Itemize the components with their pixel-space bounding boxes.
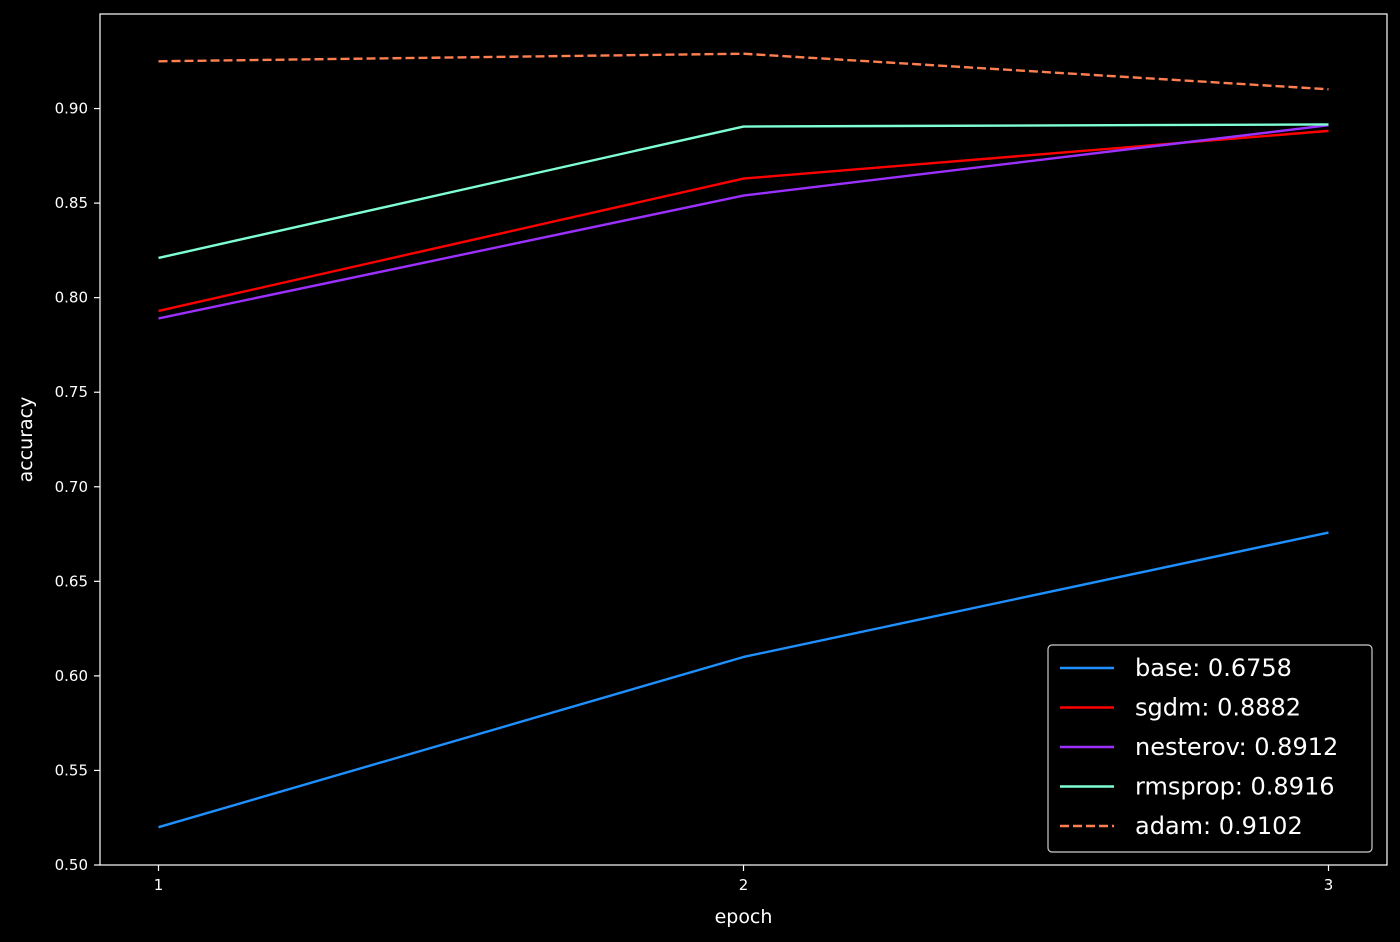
series-layer: [158, 52, 1329, 829]
y-axis-label: accuracy: [15, 397, 37, 483]
series-line-2: [158, 124, 1329, 320]
y-tick-label: 0.50: [55, 856, 88, 874]
series-line-3: [158, 123, 1329, 260]
y-tick-label: 0.55: [55, 761, 88, 779]
x-axis-label: epoch: [715, 906, 773, 928]
y-tick-label: 0.65: [55, 572, 88, 590]
legend-box: [1047, 644, 1373, 853]
x-axis: 1 2 3: [154, 865, 1334, 894]
y-tick-label: 0.70: [55, 478, 88, 496]
y-tick-label: 0.85: [55, 194, 88, 212]
x-tick-label: 3: [1324, 876, 1334, 894]
x-tick-label: 2: [739, 876, 749, 894]
y-tick-label: 0.75: [55, 383, 88, 401]
legend: base: 0.6758 sgdm: 0.8882 nesterov: 0.8912…: [1047, 644, 1373, 853]
legend-label: base: 0.6758: [1135, 654, 1292, 682]
legend-label: nesterov: 0.8912: [1135, 733, 1338, 761]
x-tick-label: 1: [154, 876, 164, 894]
y-tick-label: 0.60: [55, 667, 88, 685]
y-tick-label: 0.80: [55, 289, 88, 307]
y-axis: 0.50 0.55 0.60 0.65 0.70 0.75 0.80 0.85 0.90: [55, 100, 100, 874]
legend-label: rmsprop: 0.8916: [1135, 773, 1335, 801]
series-line-1: [158, 129, 1329, 313]
series-line-4: [158, 52, 1329, 91]
y-tick-label: 0.90: [55, 100, 88, 118]
series-line-0: [158, 531, 1329, 829]
legend-label: sgdm: 0.8882: [1135, 694, 1301, 722]
legend-label: adam: 0.9102: [1135, 812, 1303, 840]
